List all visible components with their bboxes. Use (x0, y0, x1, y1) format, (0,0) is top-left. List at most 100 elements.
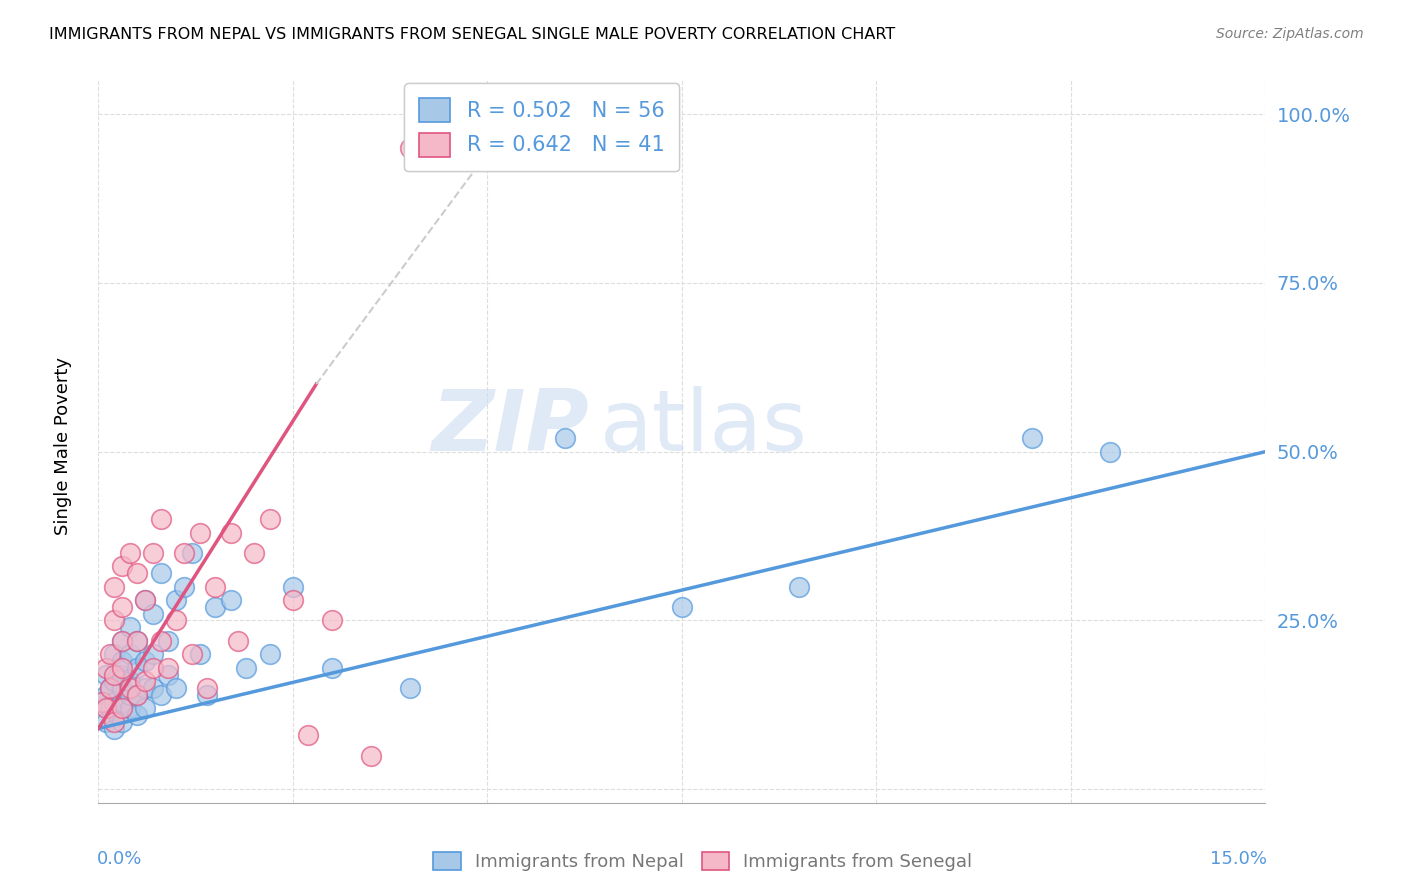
Point (297, 728, 319, 742)
Point (103, 667, 125, 681)
Point (134, 701, 156, 715)
Point (111, 694, 134, 708)
Point (142, 681, 165, 695)
Point (204, 580, 226, 594)
Point (360, 748, 382, 763)
Point (188, 525, 211, 540)
Point (103, 694, 125, 708)
Point (91, 694, 114, 708)
Point (149, 566, 172, 581)
Legend: R = 0.502   N = 56, R = 0.642   N = 41: R = 0.502 N = 56, R = 0.642 N = 41 (405, 84, 679, 171)
Point (180, 546, 202, 560)
Point (398, 681, 420, 695)
Point (243, 546, 266, 560)
Point (127, 708, 149, 723)
Text: ZIP: ZIP (430, 385, 589, 468)
Point (103, 714, 125, 729)
Point (134, 654, 156, 668)
Point (165, 593, 187, 607)
Point (671, 599, 693, 614)
Point (111, 559, 134, 574)
Point (111, 661, 134, 675)
Point (149, 688, 172, 702)
Point (165, 614, 187, 628)
Point (127, 661, 149, 675)
Point (142, 607, 165, 621)
Point (321, 614, 343, 628)
Point (118, 546, 141, 560)
Point (111, 667, 134, 681)
Point (96, 688, 118, 702)
Point (398, 141, 420, 155)
Point (173, 580, 195, 594)
Point (157, 633, 180, 648)
Point (118, 674, 141, 689)
Point (127, 633, 149, 648)
Point (142, 661, 165, 675)
Point (149, 512, 172, 526)
Point (111, 701, 134, 715)
Point (228, 633, 250, 648)
Point (787, 580, 810, 594)
Point (281, 580, 304, 594)
Point (195, 688, 218, 702)
Point (204, 599, 226, 614)
Point (165, 681, 187, 695)
Point (188, 647, 211, 661)
Point (118, 620, 141, 634)
Point (142, 546, 165, 560)
Point (1098, 444, 1121, 458)
Text: 0.0%: 0.0% (97, 850, 142, 868)
Point (96, 714, 118, 729)
Point (96, 701, 118, 715)
Point (111, 633, 134, 648)
Text: Single Male Poverty: Single Male Poverty (55, 357, 72, 535)
Point (157, 661, 180, 675)
Point (219, 525, 242, 540)
Point (134, 674, 156, 689)
Point (554, 431, 576, 445)
Point (321, 661, 343, 675)
Point (157, 667, 180, 681)
Point (127, 688, 149, 702)
Text: 15.0%: 15.0% (1209, 850, 1267, 868)
Legend: Immigrants from Nepal, Immigrants from Senegal: Immigrants from Nepal, Immigrants from S… (426, 845, 980, 879)
Point (219, 593, 242, 607)
Text: atlas: atlas (600, 385, 808, 468)
Point (96, 661, 118, 675)
Point (103, 647, 125, 661)
Point (98, 681, 121, 695)
Point (111, 714, 134, 729)
Point (1021, 431, 1043, 445)
Point (107, 667, 129, 681)
Point (118, 647, 141, 661)
Point (149, 633, 172, 648)
Text: IMMIGRANTS FROM NEPAL VS IMMIGRANTS FROM SENEGAL SINGLE MALE POVERTY CORRELATION: IMMIGRANTS FROM NEPAL VS IMMIGRANTS FROM… (49, 27, 896, 42)
Point (127, 688, 149, 702)
Point (118, 701, 141, 715)
Point (134, 681, 156, 695)
Point (111, 633, 134, 648)
Point (103, 580, 125, 594)
Point (281, 593, 304, 607)
Point (111, 654, 134, 668)
Point (127, 633, 149, 648)
Point (91, 694, 114, 708)
Point (111, 599, 134, 614)
Text: Source: ZipAtlas.com: Source: ZipAtlas.com (1216, 27, 1364, 41)
Point (134, 593, 156, 607)
Point (103, 614, 125, 628)
Point (98, 681, 121, 695)
Point (107, 708, 129, 723)
Point (195, 681, 218, 695)
Point (96, 667, 118, 681)
Point (103, 674, 125, 689)
Point (98, 701, 121, 715)
Point (118, 681, 141, 695)
Point (142, 647, 165, 661)
Point (118, 688, 141, 702)
Point (127, 566, 149, 581)
Point (98, 647, 121, 661)
Point (259, 512, 281, 526)
Point (180, 647, 202, 661)
